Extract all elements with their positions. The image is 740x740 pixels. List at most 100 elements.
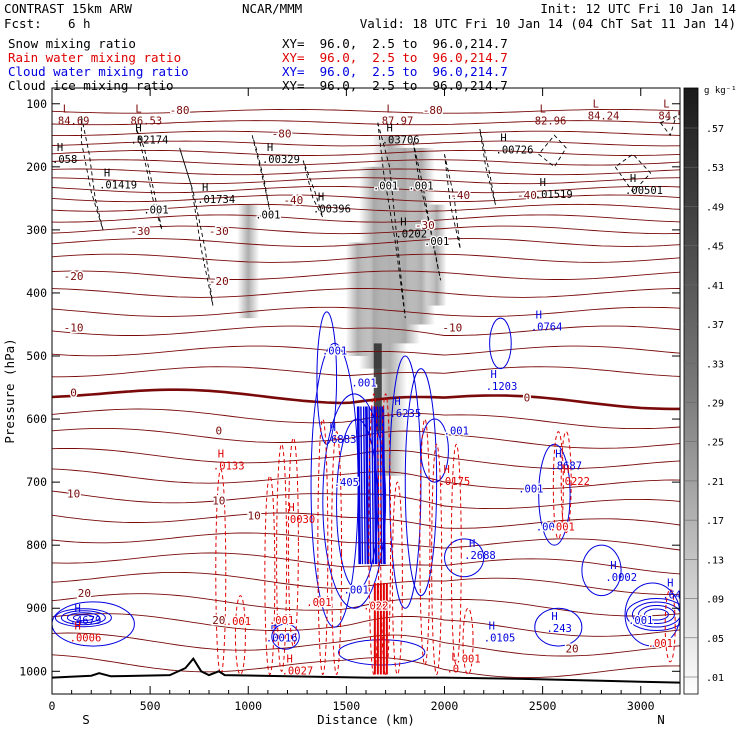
contour-value-label: .001 [226,616,251,628]
snow-shade-core [373,343,382,432]
colorbar-label: .49 [706,202,724,213]
contour-value-label: .001 [648,638,673,650]
rain-water-contour [215,469,227,675]
contour-value-label: .001 [444,425,469,437]
cloud-water-contour [643,608,669,621]
model-title: CONTRAST 15km ARW [4,1,132,16]
extremum-value-label: .0105 [484,633,516,645]
temperature-contour-line [52,366,680,378]
extremum-marker: L [663,98,669,110]
snow-contour-line [80,116,104,231]
colorbar-label: .41 [706,281,724,292]
cloud-water-contour [389,355,422,609]
colorbar: g kg⁻¹ .57 .53 .49 .45 .41 .37 .33 .29 .25 .21 .17… [683,86,737,695]
snow-shade-column [237,204,260,319]
contour-value-label: .001 [322,345,347,357]
temperature-contour-label: 20 [212,614,225,627]
legend-snow-name: Snow mixing ratio [8,36,136,51]
y-tick-label: 800 [26,538,47,552]
rain-water-contour [552,431,564,540]
snow-contour-line [659,115,677,137]
cloud-water-contour [625,598,680,632]
contour-value-label: .022 [363,601,388,613]
extremum-marker: H [563,464,569,476]
extremum-value-label: .00329 [262,154,300,166]
extremum-marker: H [551,611,557,623]
colorbar-label: .45 [706,242,724,253]
rain-water-core [382,583,385,675]
temperature-contour-label: -40 [517,189,537,202]
extremum-marker: L [593,98,599,110]
cloud-water-contour [316,311,338,445]
colorbar-label: .33 [706,359,724,370]
extremum-value-label: 86.53 [131,115,163,127]
temperature-contour-label: -80 [272,127,292,140]
extremum-value-label: .8687 [550,460,582,472]
rain-water-contour [431,443,443,675]
extremum-value-label: .0016 [266,633,298,645]
rain-water-contour [450,443,462,666]
temperature-contour-label: -10 [64,322,84,335]
extremum-value-label: .243 [547,623,572,635]
forecast-value: 6 h [68,16,91,31]
temperature-contour-label: -40 [283,194,303,207]
snow-contour-line [614,153,652,193]
extremum-marker: H [318,192,324,204]
extremum-value-label: .00396 [313,204,351,216]
extremum-value-label: .645 [662,590,687,602]
rain-water-contour [560,431,572,534]
y-tick-label: 500 [26,349,47,363]
extremum-value-label: .01734 [197,194,235,206]
snow-shade-column [345,242,371,357]
rain-water-contour [419,418,431,666]
temperature-contour-line [52,654,680,679]
temperature-contour-line [52,552,680,575]
forecast-label: Fcst: [4,16,42,31]
cloud-water-core-line [373,406,378,565]
contour-value-label: .001 [455,654,480,666]
cloud-water-contour [637,605,675,625]
colorbar-unit: g kg⁻¹ [704,86,737,96]
extremum-value-label: 84.51 [658,110,690,122]
cloud-water-contour [52,601,135,647]
temperature-contour-line [52,253,680,263]
colorbar-label: .21 [706,477,724,488]
snow-shade-column [426,204,447,306]
colorbar-label: .09 [706,595,724,606]
colorbar-label: .13 [706,555,724,566]
rain-water-contour [287,437,299,647]
cloud-water-core-line [368,406,372,565]
extremum-marker: H [536,310,542,322]
extremum-value-label: .0002 [605,572,637,584]
legend-rain-xy: XY= 96.0, 2.5 to 96.0,214.7 [282,50,508,65]
contour-value-label: .001 [518,483,543,495]
temperature-contour-line [52,388,680,411]
y-tick-label: 400 [26,286,47,300]
extremum-value-label: 84.69 [58,115,90,127]
snow-contour-line [444,154,461,249]
cloud-water-core-line [356,406,362,565]
extremum-value-label: 82.96 [535,115,567,127]
snow-contour-line [377,122,406,319]
extremum-marker: L [63,103,69,115]
extremum-value-label: .1203 [486,381,518,393]
legend-snow-xy: XY= 96.0, 2.5 to 96.0,214.7 [282,36,508,51]
extremum-marker: H [387,122,393,134]
colorbar-label: .25 [706,438,724,449]
x-axis-label: Distance (km) [317,712,415,727]
cloud-water-contour [60,610,106,626]
contour-value-label: .001 [269,615,294,627]
colorbar-label: .05 [706,634,724,645]
extremum-value-label: .0030 [284,514,316,526]
x-tick-label: 1500 [333,699,361,713]
y-tick-label: 100 [26,97,47,111]
extremum-marker: H [400,216,406,228]
temperature-contour-line [52,632,680,657]
x-tick-label: 500 [140,699,161,713]
extremum-marker: H [286,653,292,665]
terrain-line [52,657,680,684]
extremum-marker: H [540,177,546,189]
extremum-marker: H [491,369,497,381]
extremum-value-label: 84.24 [588,110,620,122]
extremum-value-label: .0222 [558,476,590,488]
